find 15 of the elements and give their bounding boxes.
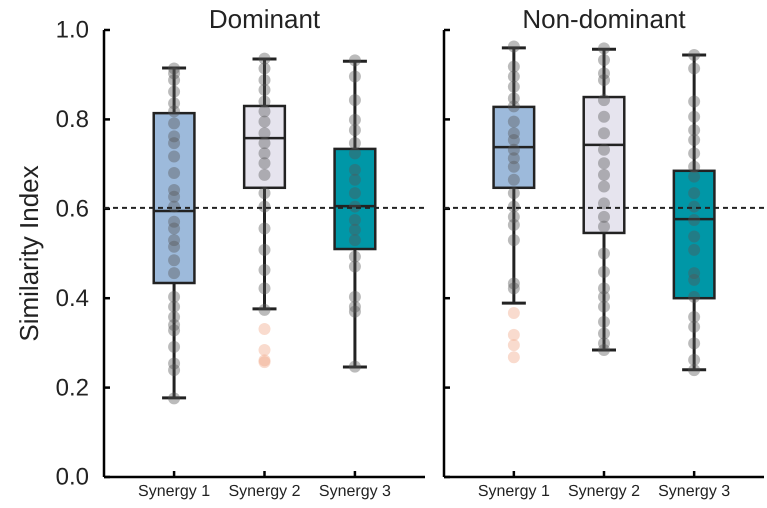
y-tick-label: 1.0	[56, 16, 89, 44]
chart-title: Non-dominant	[522, 4, 686, 34]
y-axis-title: Similarity Index	[14, 165, 44, 342]
y-tick-label: 0.6	[56, 195, 89, 222]
x-tick-label: Synergy 2	[568, 483, 640, 500]
y-tick-label: 0.2	[56, 374, 89, 402]
y-tick-label: 0.8	[56, 106, 89, 134]
x-tick-label: Synergy 1	[478, 483, 550, 500]
chart-title: Dominant	[208, 4, 321, 34]
x-tick-label: Synergy 3	[658, 483, 730, 500]
x-tick-label: Synergy 3	[318, 483, 392, 500]
y-tick-label: 0.0	[56, 464, 89, 491]
y-tick-label: 0.4	[56, 284, 89, 312]
x-tick-label: Synergy 2	[228, 483, 301, 500]
x-tick-label: Synergy 1	[138, 483, 210, 500]
